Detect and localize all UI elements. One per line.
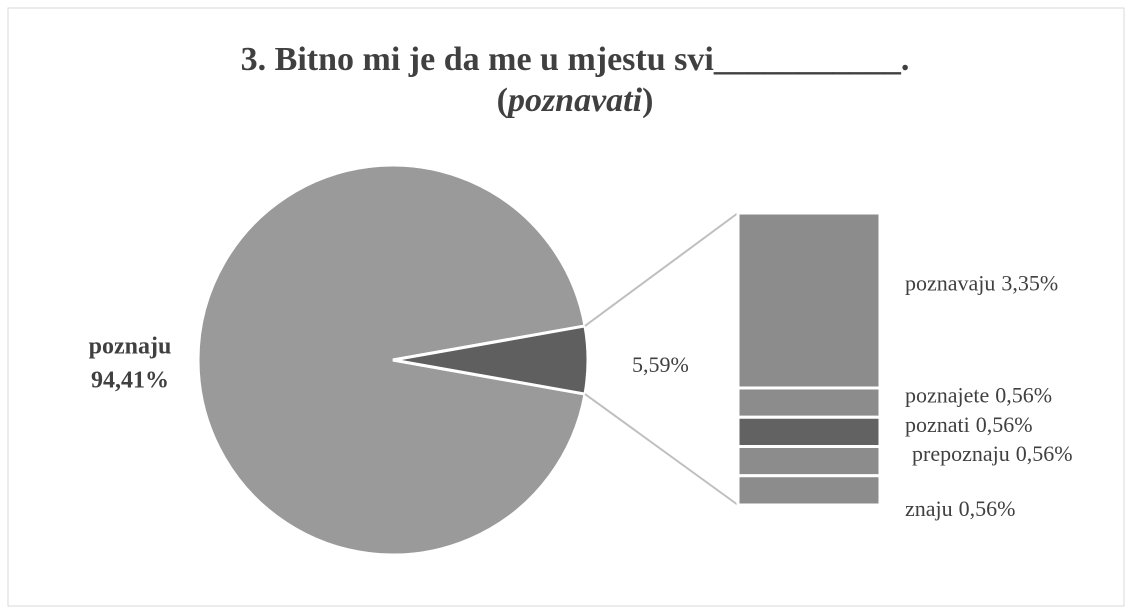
value-label: 0,56% (959, 496, 1016, 521)
chart-subtitle: (poznavati) (497, 82, 654, 119)
connector-line (584, 393, 739, 506)
chart-title: 3. Bitno mi je da me u mjestu svi_______… (241, 41, 910, 78)
pie-slice-other (392, 324, 590, 396)
bar-segment (736, 211, 882, 390)
bar-label: poznati 0,56% (905, 412, 1033, 437)
value-label: 0,56% (1016, 441, 1073, 466)
category-label: poznati (905, 412, 970, 437)
bar-segment (736, 386, 882, 419)
category-label: znaju (905, 496, 953, 521)
category-label: poznajete (905, 383, 989, 408)
category-label: prepoznaju (912, 441, 1010, 466)
bar-label: poznavaju 3,35% (905, 271, 1058, 296)
value-label: 0,56% (995, 383, 1052, 408)
slice-category-label: poznaju (89, 334, 172, 360)
bar-segment (736, 415, 882, 448)
connector-line (584, 212, 739, 327)
bar-label: znaju 0,56% (905, 496, 1015, 521)
bar-label: poznajete 0,56% (905, 383, 1052, 408)
value-label: 3,35% (1001, 271, 1058, 296)
category-label: poznavaju (905, 271, 995, 296)
bar-label: prepoznaju 0,56% (912, 441, 1073, 466)
pie-slice (196, 163, 587, 557)
bar-segment (736, 444, 882, 478)
bar-segment (736, 474, 882, 507)
value-label: 0,56% (976, 412, 1033, 437)
other-label: 5,59% (632, 352, 689, 377)
slice-value-label: 94,41% (91, 368, 169, 394)
